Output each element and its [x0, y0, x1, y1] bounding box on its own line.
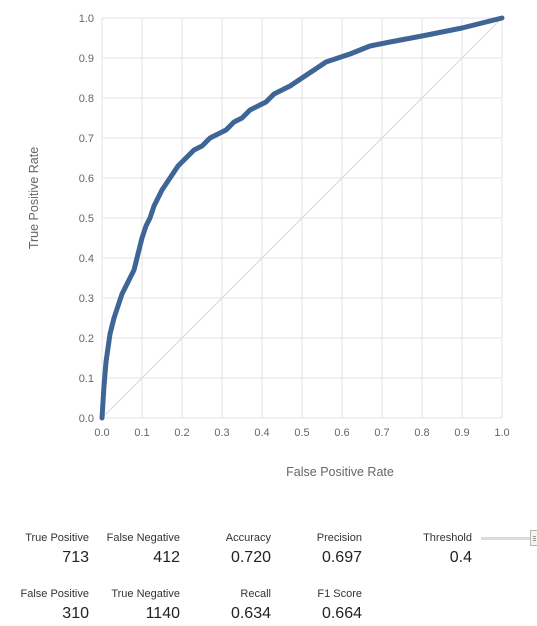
precision-value: 0.697: [321, 549, 362, 566]
true-positive-value: 713: [62, 549, 89, 566]
tick-labels: 0.00.0 0.1 0.1 0.2 0.2 0.3 0.3 0.4 0.4 0.5 0.5 0.6 0…: [79, 13, 510, 439]
f1-score-metric: F1 Score 0.664: [290, 588, 362, 623]
x-tick-label: 0.5: [294, 427, 309, 439]
precision-label: Precision: [316, 532, 362, 544]
y-tick-label: 0.2: [79, 333, 94, 345]
grid: [101, 17, 503, 419]
false-positive-metric: False Positive 310: [8, 588, 89, 623]
y-tick-label: 0.4: [79, 253, 94, 265]
x-tick-label: 0.6: [334, 427, 349, 439]
accuracy-value: 0.720: [230, 549, 271, 566]
y-tick-label: 0.7: [79, 133, 94, 145]
threshold-label: Threshold: [423, 532, 472, 544]
f1-score-label: F1 Score: [317, 588, 362, 600]
roc-chart: 0.00.0 0.1 0.1 0.2 0.2 0.3 0.3 0.4 0.4 0.5 0.5 0.6 0…: [27, 13, 510, 479]
threshold-slider[interactable]: [481, 530, 537, 546]
y-tick-label: 0.5: [79, 213, 94, 225]
false-positive-label: False Positive: [20, 588, 89, 600]
x-tick-label: 0.8: [414, 427, 429, 439]
true-negative-metric: True Negative 1140: [95, 588, 180, 623]
recall-metric: Recall 0.634: [200, 588, 271, 623]
threshold-slider-track[interactable]: [481, 537, 531, 540]
threshold-metric: Threshold 0.4: [400, 532, 472, 567]
threshold-value: 0.4: [449, 549, 472, 566]
x-axis-title: False Positive Rate: [286, 465, 394, 479]
x-tick-label: 0.9: [454, 427, 469, 439]
accuracy-metric: Accuracy 0.720: [200, 532, 271, 567]
true-negative-label: True Negative: [111, 588, 180, 600]
y-tick-label: 0.9: [79, 53, 94, 65]
x-tick-label: 0.3: [214, 427, 229, 439]
true-positive-metric: True Positive 713: [8, 532, 89, 567]
x-tick-label: 0.4: [254, 427, 269, 439]
roc-curve-line: [99, 15, 505, 421]
y-tick-label: 0.3: [79, 293, 94, 305]
accuracy-label: Accuracy: [225, 532, 271, 544]
x-tick-label: 0.2: [174, 427, 189, 439]
y-tick-label: 0.6: [79, 173, 94, 185]
y-tick-label: 1.0: [79, 13, 94, 25]
recall-value: 0.634: [230, 605, 271, 622]
y-axis-title: True Positive Rate: [27, 147, 41, 249]
false-negative-value: 412: [153, 549, 180, 566]
true-positive-label: True Positive: [25, 532, 89, 544]
false-negative-metric: False Negative 412: [95, 532, 180, 567]
x-tick-label: 0.0: [94, 427, 109, 439]
true-negative-value: 1140: [145, 605, 180, 622]
f1-score-value: 0.664: [321, 605, 362, 622]
false-positive-value: 310: [62, 605, 89, 622]
x-tick-label: 0.1: [134, 427, 149, 439]
random-baseline-line: [101, 17, 503, 419]
y-tick-label: 0.0: [79, 413, 94, 425]
threshold-slider-thumb[interactable]: [530, 530, 537, 546]
x-tick-label: 1.0: [494, 427, 509, 439]
false-negative-label: False Negative: [106, 532, 180, 544]
y-tick-label: 0.1: [79, 373, 94, 385]
y-tick-label: 0.8: [79, 93, 94, 105]
recall-label: Recall: [240, 588, 271, 600]
precision-metric: Precision 0.697: [290, 532, 362, 567]
x-tick-label: 0.7: [374, 427, 389, 439]
